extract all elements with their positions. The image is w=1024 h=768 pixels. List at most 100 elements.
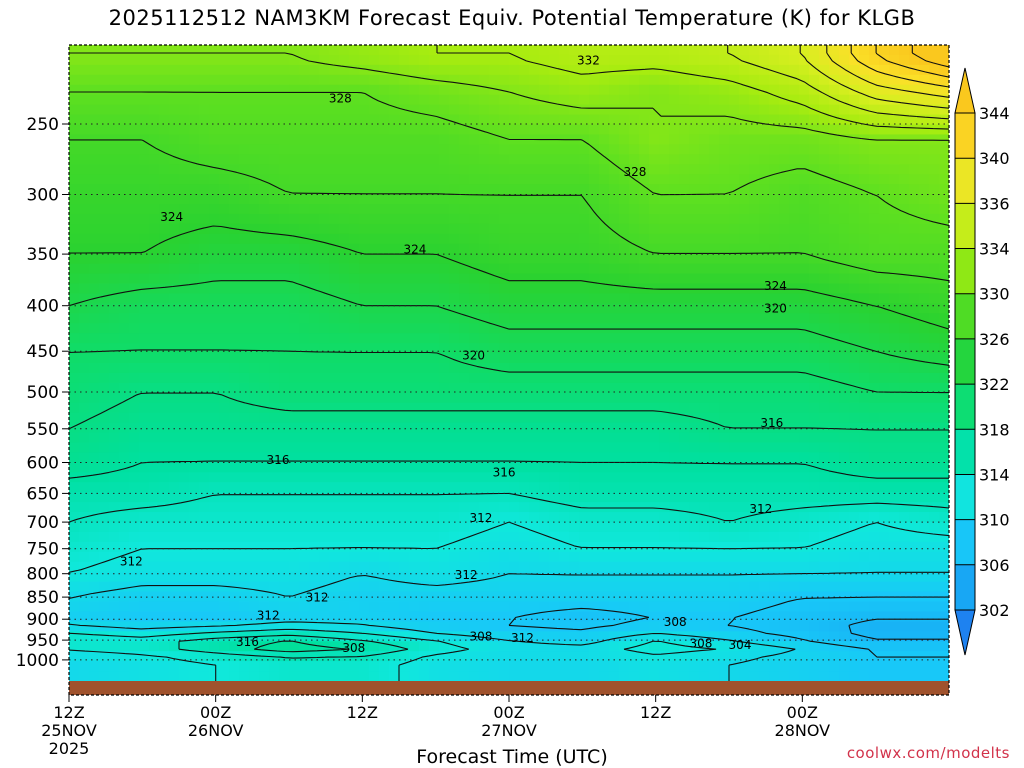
heatmap-cell (669, 353, 680, 364)
heatmap-cell (349, 213, 360, 225)
heatmap-cell (849, 353, 860, 364)
heatmap-cell (209, 472, 220, 483)
heatmap-cell (359, 343, 370, 354)
heatmap-cell (599, 233, 610, 245)
heatmap-cell (119, 273, 130, 285)
heatmap-cell (429, 522, 440, 533)
heatmap-cell (569, 551, 580, 563)
heatmap-cell (469, 412, 480, 424)
heatmap-cell (729, 223, 740, 235)
heatmap-cell (329, 213, 340, 225)
heatmap-cell (579, 204, 590, 215)
heatmap-cell (939, 323, 949, 334)
heatmap-cell (319, 452, 330, 463)
heatmap-cell (129, 363, 140, 374)
heatmap-cell (579, 333, 590, 344)
heatmap-cell (419, 492, 430, 503)
heatmap-cell (559, 551, 570, 563)
heatmap-cell (219, 154, 230, 165)
heatmap-cell (169, 323, 180, 334)
heatmap-cell (909, 253, 920, 265)
heatmap-cell (399, 571, 410, 583)
heatmap-cell (69, 512, 80, 523)
heatmap-cell (89, 561, 100, 573)
heatmap-cell (699, 462, 710, 473)
heatmap-cell (679, 502, 690, 513)
heatmap-cell (749, 303, 760, 314)
heatmap-cell (549, 144, 560, 155)
heatmap-cell (509, 422, 520, 434)
heatmap-cell (729, 144, 740, 155)
heatmap-cell (199, 253, 210, 265)
heatmap-cell (689, 74, 700, 86)
heatmap-cell (639, 363, 650, 374)
heatmap-cell (539, 462, 550, 473)
heatmap-cell (779, 243, 790, 255)
heatmap-cell (809, 343, 820, 354)
heatmap-cell (849, 382, 860, 394)
heatmap-cell (569, 372, 580, 384)
heatmap-cell (219, 452, 230, 463)
heatmap-cell (319, 243, 330, 255)
heatmap-cell (709, 551, 720, 563)
heatmap-cell (449, 522, 460, 533)
heatmap-cell (389, 74, 400, 86)
heatmap-cell (149, 124, 160, 136)
heatmap-cell (369, 422, 380, 434)
heatmap-cell (899, 313, 910, 324)
heatmap-cell (79, 293, 90, 304)
heatmap-cell (589, 442, 600, 454)
heatmap-cell (909, 392, 920, 404)
heatmap-cell (839, 323, 850, 334)
heatmap-cell (569, 363, 580, 374)
heatmap-cell (389, 412, 400, 424)
heatmap-cell (479, 512, 490, 523)
heatmap-cell (99, 74, 110, 86)
heatmap-cell (609, 601, 620, 613)
heatmap-cell (239, 184, 250, 195)
heatmap-cell (279, 382, 290, 394)
heatmap-cell (389, 323, 400, 334)
heatmap-cell (589, 273, 600, 285)
heatmap-cell (99, 124, 110, 136)
heatmap-cell (119, 442, 130, 454)
heatmap-cell (579, 601, 590, 613)
heatmap-cell (629, 561, 640, 573)
heatmap-cell (649, 213, 660, 225)
heatmap-cell (89, 382, 100, 394)
heatmap-cell (709, 412, 720, 424)
heatmap-cell (739, 94, 750, 106)
heatmap-cell (589, 174, 600, 185)
heatmap-cell (659, 541, 670, 553)
heatmap-cell (559, 194, 570, 205)
heatmap-cell (789, 104, 800, 116)
heatmap-cell (929, 353, 940, 364)
heatmap-cell (649, 581, 660, 593)
heatmap-cell (479, 194, 490, 205)
heatmap-cell (879, 372, 890, 384)
heatmap-cell (149, 243, 160, 255)
heatmap-cell (369, 104, 380, 116)
heatmap-cell (209, 164, 220, 175)
heatmap-cell (349, 184, 360, 195)
heatmap-cell (479, 372, 490, 384)
heatmap-cell (99, 343, 110, 354)
heatmap-cell (199, 243, 210, 255)
heatmap-cell (379, 512, 390, 523)
heatmap-cell (889, 492, 900, 503)
heatmap-cell (799, 531, 810, 543)
heatmap-cell (129, 472, 140, 483)
heatmap-cell (179, 54, 190, 66)
heatmap-cell (719, 253, 730, 265)
heatmap-cell (469, 601, 480, 613)
heatmap-cell (149, 363, 160, 374)
heatmap-cell (769, 134, 780, 145)
heatmap-cell (69, 313, 80, 324)
heatmap-cell (919, 223, 930, 235)
heatmap-cell (319, 114, 330, 126)
heatmap-cell (319, 233, 330, 245)
heatmap-cell (589, 204, 600, 215)
heatmap-cell (69, 263, 80, 275)
heatmap-cell (859, 551, 870, 563)
heatmap-cell (229, 452, 240, 463)
